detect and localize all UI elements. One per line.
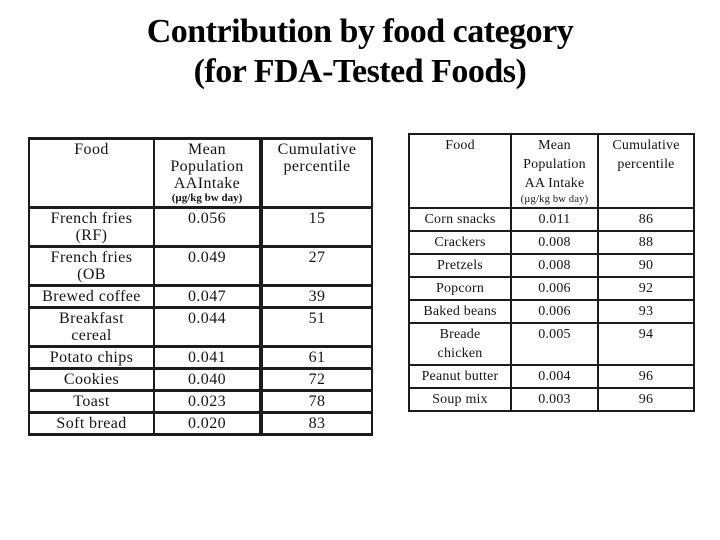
food-cell: Crackers	[408, 230, 512, 255]
percentile-cell: 15	[259, 206, 373, 248]
table-row: Corn snacks 0.011 86	[408, 207, 695, 232]
food-cell: Cookies	[28, 367, 155, 392]
food-cell: Breade chicken	[408, 322, 512, 366]
intake-unit-label: (µg/kg bw day)	[171, 192, 243, 204]
mean-intake-cell: 0.056	[153, 206, 262, 248]
mean-intake-cell: 0.003	[510, 387, 599, 412]
header-row: Food Mean Population AAIntake (µg/kg bw d…	[28, 137, 373, 209]
mean-intake-column-header: Mean Population AA Intake (µg/kg bw day)	[510, 133, 599, 209]
food-cell: French fries (RF)	[28, 206, 155, 248]
title-line-2: (for FDA-Tested Foods)	[193, 53, 527, 90]
percentile-cell: 83	[259, 411, 373, 436]
mean-intake-cell: 0.023	[153, 389, 262, 414]
food-cell: Soft bread	[28, 411, 155, 436]
food-cell: Brewed coffee	[28, 284, 155, 309]
percentile-column-header: Cumulative percentile	[259, 137, 373, 209]
table-row: Crackers 0.008 88	[408, 230, 695, 255]
page-title: Contribution by food category (for FDA-Te…	[0, 12, 720, 92]
table-row: Soup mix 0.003 96	[408, 387, 695, 412]
mean-intake-cell: 0.006	[510, 299, 599, 324]
food-cell: Potato chips	[28, 345, 155, 370]
percentile-cell: 78	[259, 389, 373, 414]
mean-intake-cell: 0.049	[153, 245, 262, 287]
title-line-1: Contribution by food category	[146, 13, 574, 50]
food-cell: Peanut butter	[408, 364, 512, 389]
table-row: Soft bread 0.020 83	[28, 411, 373, 436]
food-cell: Breakfast cereal	[28, 306, 155, 348]
food-cell: Pretzels	[408, 253, 512, 278]
food-cell: Corn snacks	[408, 207, 512, 232]
mean-intake-cell: 0.011	[510, 207, 599, 232]
mean-intake-cell: 0.044	[153, 306, 262, 348]
table-row: Popcorn 0.006 92	[408, 276, 695, 301]
mean-intake-cell: 0.008	[510, 230, 599, 255]
food-column-header: Food	[28, 137, 155, 209]
food-cell: Soup mix	[408, 387, 512, 412]
table-row: French fries (RF) 0.056 15	[28, 206, 373, 248]
mean-intake-column-header: Mean Population AAIntake (µg/kg bw day)	[153, 137, 262, 209]
table-row: Pretzels 0.008 90	[408, 253, 695, 278]
percentile-cell: 72	[259, 367, 373, 392]
header-row: Food Mean Population AA Intake (µg/kg bw …	[408, 133, 695, 209]
percentile-cell: 93	[597, 299, 695, 324]
percentile-cell: 27	[259, 245, 373, 287]
table-row: Potato chips 0.041 61	[28, 345, 373, 370]
percentile-cell: 96	[597, 387, 695, 412]
mean-intake-cell: 0.006	[510, 276, 599, 301]
percentile-column-header: Cumulative percentile	[597, 133, 695, 209]
food-column-header: Food	[408, 133, 512, 209]
percentile-cell: 39	[259, 284, 373, 309]
food-cell: French fries (OB	[28, 245, 155, 287]
percentile-cell: 90	[597, 253, 695, 278]
table-row: Breade chicken 0.005 94	[408, 322, 695, 366]
mean-intake-cell: 0.047	[153, 284, 262, 309]
mean-intake-cell: 0.040	[153, 367, 262, 392]
percentile-cell: 61	[259, 345, 373, 370]
table-row: Cookies 0.040 72	[28, 367, 373, 392]
intake-unit-label: (µg/kg bw day)	[520, 194, 589, 205]
table-row: Toast 0.023 78	[28, 389, 373, 414]
percentile-cell: 86	[597, 207, 695, 232]
percentile-cell: 92	[597, 276, 695, 301]
table-row: Brewed coffee 0.047 39	[28, 284, 373, 309]
mean-intake-cell: 0.005	[510, 322, 599, 366]
table-row: Baked beans 0.006 93	[408, 299, 695, 324]
food-cell: Popcorn	[408, 276, 512, 301]
table-row: Peanut butter 0.004 96	[408, 364, 695, 389]
mean-intake-cell: 0.020	[153, 411, 262, 436]
food-cell: Baked beans	[408, 299, 512, 324]
table-row: French fries (OB 0.049 27	[28, 245, 373, 287]
percentile-cell: 51	[259, 306, 373, 348]
fda-foods-table-high-intake: Food Mean Population AAIntake (µg/kg bw d…	[28, 137, 373, 436]
percentile-cell: 94	[597, 322, 695, 366]
mean-intake-cell: 0.004	[510, 364, 599, 389]
mean-intake-cell: 0.008	[510, 253, 599, 278]
table-row: Breakfast cereal 0.044 51	[28, 306, 373, 348]
food-cell: Toast	[28, 389, 155, 414]
fda-foods-table-low-intake: Food Mean Population AA Intake (µg/kg bw …	[408, 133, 695, 412]
percentile-cell: 96	[597, 364, 695, 389]
percentile-cell: 88	[597, 230, 695, 255]
mean-intake-cell: 0.041	[153, 345, 262, 370]
